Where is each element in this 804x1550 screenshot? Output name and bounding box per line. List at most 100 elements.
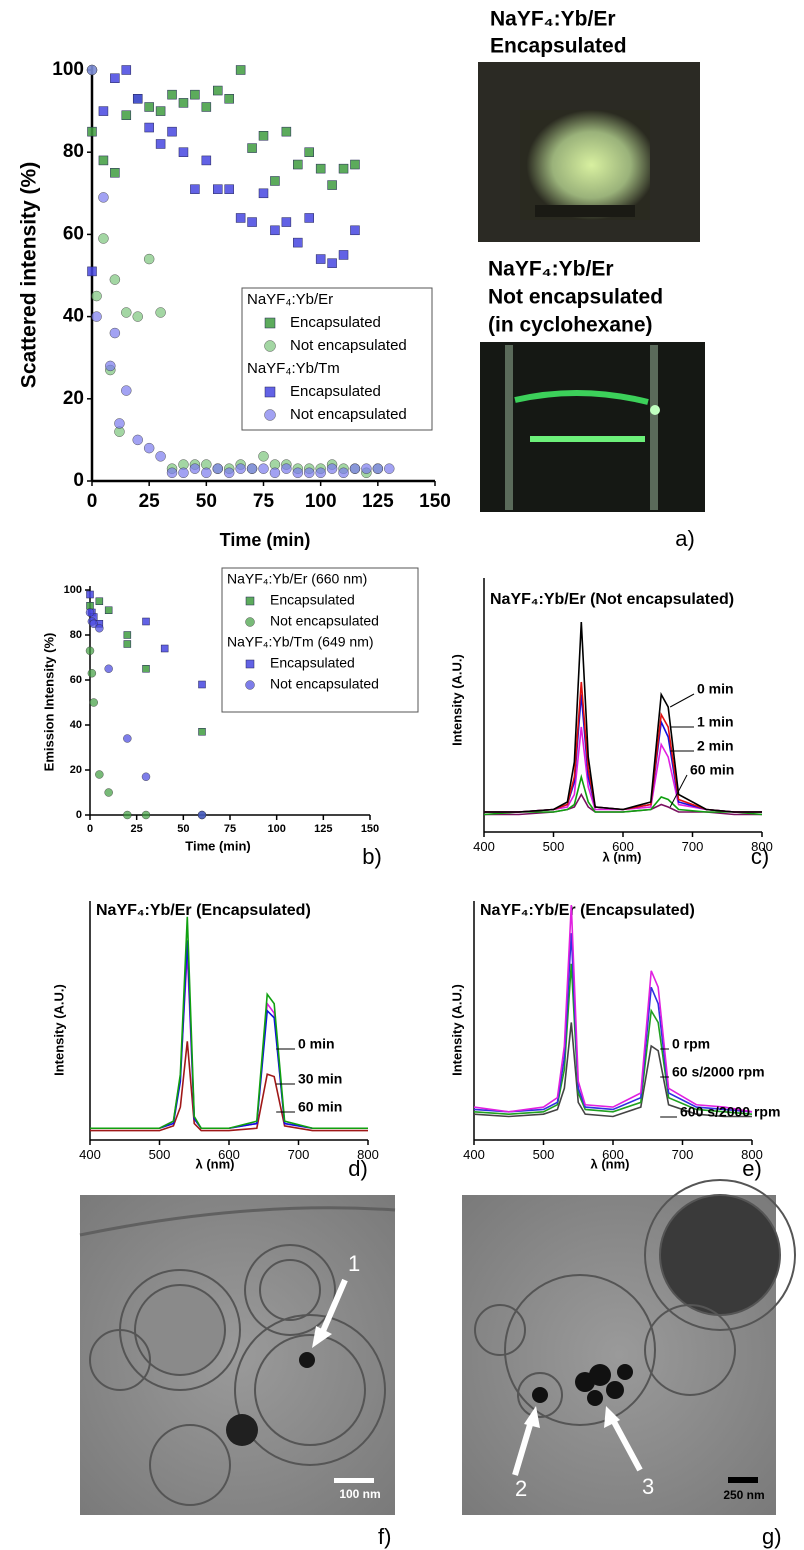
annotation-leader bbox=[669, 774, 688, 808]
data-point bbox=[327, 180, 337, 190]
data-point bbox=[178, 467, 189, 478]
x-tick-label: 100 bbox=[267, 823, 285, 835]
legend-heading: NaYF₄:Yb/Tm (649 nm) bbox=[227, 634, 374, 650]
spectrum-line bbox=[90, 916, 368, 1130]
data-point bbox=[349, 463, 361, 474]
data-point bbox=[350, 159, 360, 170]
data-point bbox=[87, 126, 97, 137]
data-point bbox=[258, 188, 269, 199]
x-tick-label: 600 bbox=[218, 1147, 240, 1162]
data-point bbox=[95, 597, 104, 605]
data-point bbox=[95, 770, 104, 779]
data-point bbox=[198, 728, 206, 736]
x-tick-label: 500 bbox=[533, 1147, 555, 1162]
x-tick-label: 700 bbox=[672, 1147, 694, 1162]
annotation: 30 min bbox=[298, 1071, 342, 1087]
x-tick-label: 50 bbox=[177, 823, 189, 835]
data-point bbox=[201, 467, 212, 478]
legend-marker bbox=[264, 340, 276, 352]
data-point bbox=[315, 467, 326, 478]
data-point bbox=[143, 442, 155, 454]
annotation: 60 min bbox=[690, 762, 734, 778]
spectrum-line bbox=[483, 773, 763, 816]
data-point bbox=[142, 665, 150, 673]
data-point bbox=[198, 680, 206, 689]
data-point bbox=[91, 290, 102, 302]
y-tick-label: 60 bbox=[70, 674, 82, 686]
data-point bbox=[235, 65, 246, 75]
x-tick-label: 25 bbox=[139, 491, 161, 512]
panel-label: d) bbox=[348, 1156, 368, 1181]
x-tick-label: 125 bbox=[314, 823, 332, 835]
data-point bbox=[246, 463, 258, 474]
photo-encapsulated bbox=[478, 62, 700, 242]
annotation-leader bbox=[669, 693, 695, 708]
data-point bbox=[141, 810, 151, 820]
spectrum-line bbox=[90, 1041, 368, 1132]
legend-label: Encapsulated bbox=[290, 314, 381, 331]
data-point bbox=[281, 126, 292, 137]
data-point bbox=[109, 327, 121, 339]
legend-marker bbox=[245, 596, 255, 606]
data-point bbox=[98, 192, 109, 203]
x-tick-label: 150 bbox=[361, 823, 379, 835]
data-point bbox=[155, 307, 166, 318]
legend-marker bbox=[264, 317, 276, 329]
x-tick-label: 75 bbox=[253, 491, 275, 512]
data-point bbox=[304, 147, 314, 157]
data-point bbox=[109, 274, 121, 285]
data-point bbox=[293, 237, 303, 248]
legend-heading: NaYF₄:Yb/Er bbox=[247, 291, 333, 308]
y-tick-label: 100 bbox=[52, 59, 84, 80]
legend-label: Not encapsulated bbox=[270, 613, 379, 629]
data-point bbox=[281, 217, 292, 227]
data-point bbox=[105, 360, 116, 372]
legend-heading: NaYF₄:Yb/Tm bbox=[247, 360, 340, 377]
data-point bbox=[98, 155, 109, 166]
data-point bbox=[178, 98, 189, 108]
legend-marker bbox=[245, 659, 255, 669]
data-point bbox=[189, 463, 201, 474]
annotation: 60 min bbox=[298, 1099, 342, 1115]
y-tick-label: 20 bbox=[63, 388, 84, 409]
data-point bbox=[132, 94, 143, 104]
data-point bbox=[87, 669, 97, 678]
data-point bbox=[132, 434, 143, 446]
x-tick-label: 400 bbox=[79, 1147, 101, 1162]
panel-label: b) bbox=[362, 844, 382, 869]
data-point bbox=[372, 463, 384, 474]
tem-image-f bbox=[79, 1195, 396, 1515]
x-axis-label: λ (nm) bbox=[196, 1156, 235, 1171]
annotation: 0 min bbox=[697, 681, 734, 697]
data-point bbox=[167, 126, 177, 137]
x-tick-label: 100 bbox=[305, 491, 337, 512]
legend-label: Not encapsulated bbox=[290, 406, 407, 423]
y-tick-label: 60 bbox=[63, 223, 84, 244]
y-tick-label: 0 bbox=[76, 809, 82, 821]
x-tick-label: 700 bbox=[288, 1147, 310, 1162]
data-point bbox=[166, 467, 178, 478]
x-tick-label: 500 bbox=[149, 1147, 171, 1162]
photo-label: NaYF₄:Yb/Er bbox=[490, 8, 616, 31]
data-point bbox=[144, 122, 154, 133]
data-point bbox=[338, 467, 349, 478]
data-point bbox=[110, 168, 120, 178]
data-point bbox=[98, 233, 109, 244]
data-point bbox=[141, 772, 151, 781]
data-point bbox=[235, 463, 246, 474]
y-axis-label: Emission Intensity (%) bbox=[41, 633, 56, 772]
photo-not-encapsulated bbox=[480, 342, 705, 512]
data-point bbox=[258, 463, 269, 474]
annotation: 600 s/2000 rpm bbox=[680, 1104, 780, 1120]
data-point bbox=[338, 250, 349, 260]
photo-label: Not encapsulated bbox=[488, 286, 663, 309]
legend-label: Encapsulated bbox=[290, 383, 381, 400]
data-point bbox=[86, 602, 94, 610]
x-tick-label: 400 bbox=[473, 839, 495, 854]
data-point bbox=[270, 225, 280, 236]
arrow-label: 1 bbox=[348, 1251, 360, 1276]
data-point bbox=[123, 640, 132, 648]
data-point bbox=[384, 463, 395, 474]
data-point bbox=[315, 163, 326, 174]
spectrum-line bbox=[473, 933, 753, 1113]
